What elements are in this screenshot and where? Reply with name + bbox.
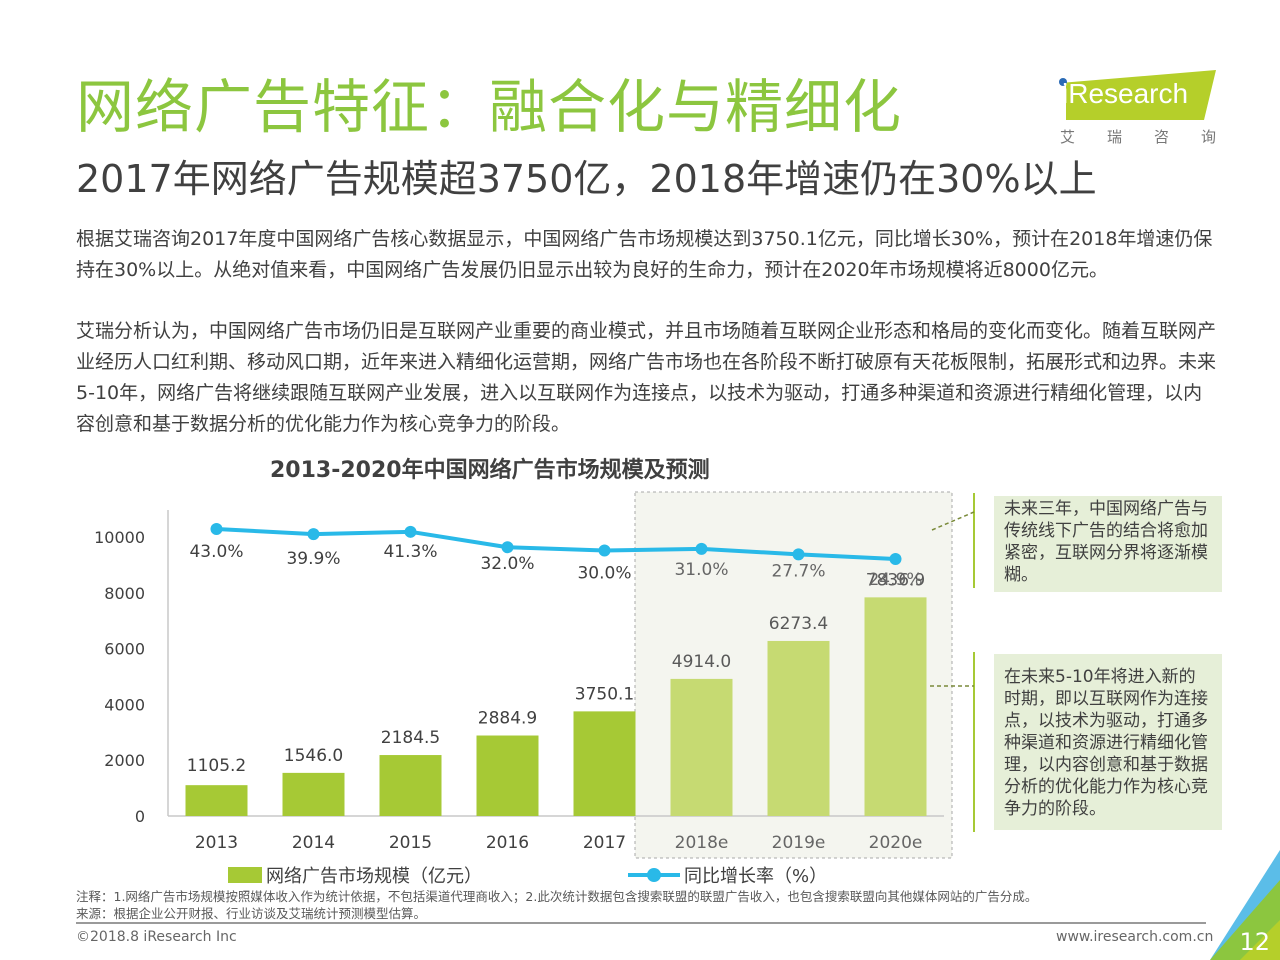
logo-char: 瑞 xyxy=(1106,128,1122,146)
bar-2015 xyxy=(379,755,442,816)
bar-value-label: 2184.5 xyxy=(381,728,440,748)
callout-near-term: 未来三年，中国网络广告与传统线下广告的结合将愈加紧密，互联网分界将逐渐模糊。 xyxy=(994,496,1222,592)
page-number: 12 xyxy=(1239,928,1270,956)
page-subtitle: 2017年网络广告规模超3750亿，2018年增速仍在30%以上 xyxy=(76,157,1097,201)
logo-dot-icon xyxy=(1059,78,1067,86)
legend-bar-swatch xyxy=(228,867,262,883)
logo-chinese-name: 艾 瑞 咨 询 xyxy=(1060,126,1216,147)
logo-char: 询 xyxy=(1200,128,1216,146)
analysis-paragraph: 艾瑞分析认为，中国网络广告市场仍旧是互联网产业重要的商业模式，并且市场随着互联网… xyxy=(76,320,1217,435)
bar-value-label: 6273.4 xyxy=(769,614,828,634)
growth-value-label: 24.9% xyxy=(868,570,922,590)
bar-value-label: 1105.2 xyxy=(187,756,246,776)
bar-value-label: 2884.9 xyxy=(478,709,537,729)
copyright: ©2018.8 iResearch Inc xyxy=(76,929,237,945)
iresearch-logo: iResearch 艾 瑞 咨 询 xyxy=(1058,70,1218,150)
legend-label: 同比增长率（%） xyxy=(684,866,828,887)
x-tick-label: 2020e xyxy=(869,833,923,853)
bar-2019e xyxy=(767,640,830,816)
bar-value-label: 1546.0 xyxy=(284,746,343,766)
corner-blue-stripe xyxy=(1210,850,1280,960)
y-tick-label: 4000 xyxy=(104,695,145,714)
growth-rate-line xyxy=(216,527,896,561)
source-note: 来源：根据企业公开财报、行业访谈及艾瑞统计预测模型估算。 xyxy=(76,906,427,921)
bar-value-label: 3750.1 xyxy=(575,684,634,704)
growth-value-label: 30.0% xyxy=(577,564,631,584)
footer-divider xyxy=(76,922,1206,924)
growth-point-2019e xyxy=(792,548,805,561)
corner-lime-triangle xyxy=(1240,920,1280,960)
bar-2018e xyxy=(670,678,733,816)
bar-value-label: 7836.9 xyxy=(866,570,925,590)
growth-value-label: 27.7% xyxy=(771,561,825,581)
growth-point-2015 xyxy=(404,525,417,538)
logo-char: 艾 xyxy=(1060,128,1076,146)
x-tick-label: 2019e xyxy=(772,833,826,853)
logo-char: 咨 xyxy=(1153,128,1169,146)
legend-line-marker-icon xyxy=(628,868,680,882)
x-tick-label: 2017 xyxy=(583,833,626,853)
bar-2020e xyxy=(864,597,927,816)
y-tick-label: 8000 xyxy=(104,584,145,603)
y-tick-label: 10000 xyxy=(94,528,145,547)
website-link[interactable]: www.iresearch.com.cn xyxy=(1056,929,1214,945)
y-tick-label: 6000 xyxy=(104,640,145,659)
growth-value-label: 31.0% xyxy=(674,560,728,580)
footnote: 注释：1.网络广告市场规模按照媒体收入作为统计依据，不包括渠道代理商收入；2.此… xyxy=(76,889,1038,904)
growth-point-2014 xyxy=(307,528,320,541)
legend-label: 网络广告市场规模（亿元） xyxy=(266,866,482,887)
legend-market-size: 网络广告市场规模（亿元） xyxy=(228,862,482,888)
bar-2014 xyxy=(282,772,345,816)
bar-2016 xyxy=(476,735,539,816)
x-tick-label: 2014 xyxy=(292,833,335,853)
growth-value-label: 41.3% xyxy=(383,542,437,562)
page-title: 网络广告特征：融合化与精细化 xyxy=(76,73,903,141)
callout-long-term: 在未来5-10年将进入新的时期，即以互联网作为连接点，以技术为驱动，打通多种渠道… xyxy=(994,654,1222,830)
growth-value-label: 39.9% xyxy=(286,549,340,569)
growth-point-2016 xyxy=(501,541,514,554)
growth-point-2017 xyxy=(598,544,611,557)
y-tick-label: 0 xyxy=(135,807,145,826)
callout-connector-1 xyxy=(931,511,975,531)
corner-decoration xyxy=(1210,850,1280,960)
x-tick-label: 2018e xyxy=(675,833,729,853)
x-tick-label: 2015 xyxy=(389,833,432,853)
bar-2013 xyxy=(185,785,248,816)
y-tick-label: 2000 xyxy=(104,751,145,770)
x-tick-label: 2013 xyxy=(195,833,238,853)
growth-point-2013 xyxy=(210,523,223,535)
legend-growth-rate: 同比增长率（%） xyxy=(628,862,827,888)
logo-brand-text: iResearch xyxy=(1062,78,1189,109)
growth-point-2020e xyxy=(889,553,902,565)
bar-value-label: 4914.0 xyxy=(672,652,731,672)
growth-point-2018e xyxy=(695,542,708,555)
x-tick-label: 2016 xyxy=(486,833,529,853)
growth-value-label: 32.0% xyxy=(480,554,534,574)
growth-value-label: 43.0% xyxy=(189,542,243,562)
market-size-chart: 0 2000 4000 6000 8000 10000 1105.2 2013 1546.0 20… xyxy=(94,491,975,859)
bar-2017 xyxy=(573,711,636,816)
summary-paragraph: 根据艾瑞咨询2017年度中国网络广告核心数据显示，中国网络广告市场规模达到375… xyxy=(76,228,1213,281)
chart-title: 2013-2020年中国网络广告市场规模及预测 xyxy=(270,458,710,483)
